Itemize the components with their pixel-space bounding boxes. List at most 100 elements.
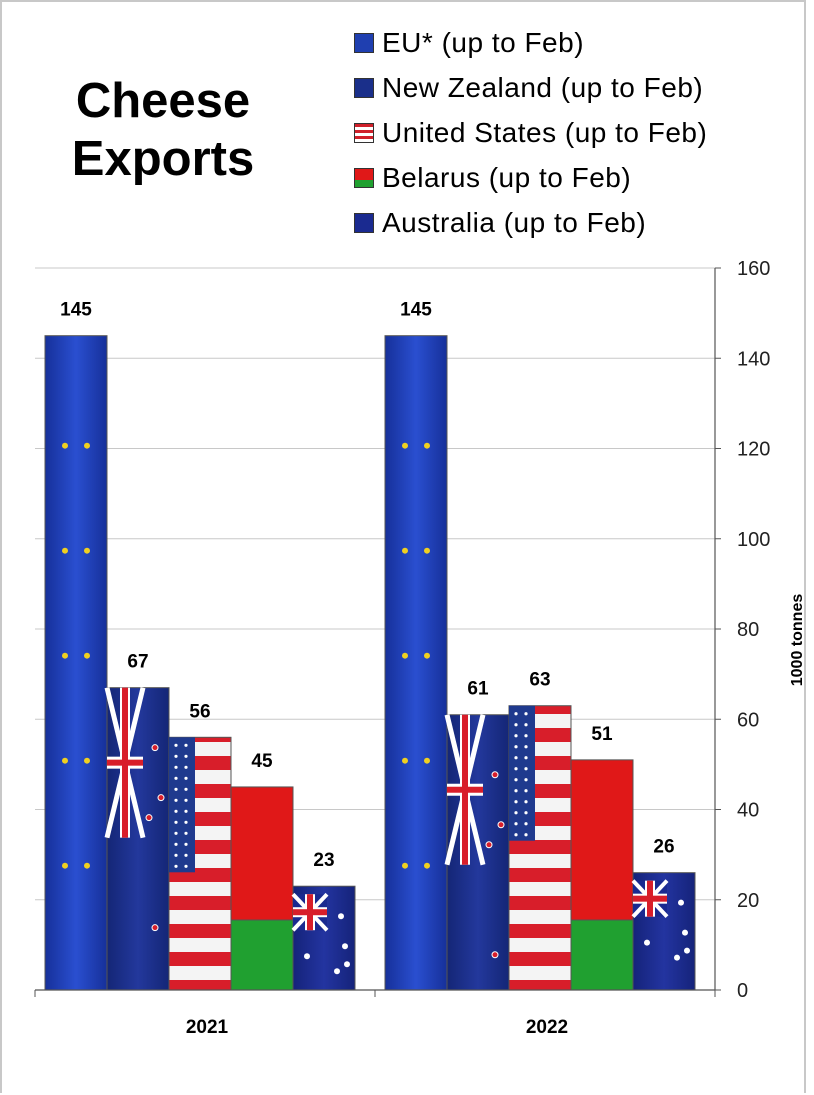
chart-title: Cheese Exports	[58, 72, 268, 188]
data-label: 61	[467, 679, 489, 700]
us-star	[174, 765, 178, 769]
legend-label-belarus: Belarus (up to Feb)	[382, 161, 632, 193]
nz-star	[151, 924, 159, 932]
us-star	[174, 853, 178, 857]
us-star	[524, 778, 528, 782]
eu-star	[62, 862, 68, 869]
au-star	[304, 953, 310, 960]
us-star	[174, 820, 178, 824]
data-label: 56	[189, 701, 210, 722]
belarus-bar	[570, 759, 634, 991]
data-label: 51	[591, 724, 613, 745]
eu-star	[84, 547, 90, 554]
us-star	[184, 853, 188, 857]
us-star	[524, 767, 528, 771]
nz-star	[497, 821, 505, 829]
us-star	[514, 712, 518, 716]
nz-star	[491, 951, 499, 959]
us-star	[174, 831, 178, 835]
us-star	[184, 842, 188, 846]
belarus-green-band	[570, 919, 634, 991]
eu-star	[62, 547, 68, 554]
us-star	[524, 745, 528, 749]
us-star	[184, 754, 188, 758]
us-canton	[509, 705, 535, 841]
y-tick-label: 120	[737, 439, 770, 461]
union-jack-cross-red	[107, 759, 143, 766]
y-tick-label: 80	[737, 619, 759, 641]
au-star	[682, 929, 688, 936]
nz-star	[151, 744, 159, 752]
eu-star	[62, 652, 68, 659]
au-star	[644, 939, 650, 946]
australia-bar	[631, 872, 696, 991]
union-jack-cross-red	[293, 909, 327, 916]
eu-bar-body	[44, 335, 108, 991]
us-star	[514, 745, 518, 749]
eu-star	[62, 442, 68, 449]
y-tick-label: 40	[737, 800, 759, 822]
legend-label-eu: EU* (up to Feb)	[382, 26, 585, 58]
australia-bar	[291, 885, 356, 991]
eu-star	[402, 547, 408, 554]
x-tick-label: 2022	[526, 1017, 568, 1038]
new-zealand-bar	[104, 687, 170, 991]
au-star	[674, 954, 680, 961]
us-star	[524, 800, 528, 804]
bars	[44, 335, 696, 991]
us-star	[514, 833, 518, 837]
us-star	[184, 831, 188, 835]
y-tick-label: 100	[737, 529, 770, 551]
legend-item-belarus: Belarus (up to Feb)	[354, 155, 707, 200]
legend-label-new-zealand: New Zealand (up to Feb)	[382, 71, 704, 103]
us-star	[524, 811, 528, 815]
eu-bar-body	[384, 335, 448, 991]
nz-star	[157, 794, 165, 802]
us-star	[514, 800, 518, 804]
us-star	[174, 842, 178, 846]
eu-star	[84, 442, 90, 449]
eu-star	[424, 652, 430, 659]
us-canton	[169, 737, 195, 873]
eu-bar	[384, 335, 448, 991]
eu-flag-icon	[354, 32, 374, 53]
nz-star	[485, 841, 493, 849]
labels: 0 20 40 60 80 100 120 140 160 1000 tonnes 145 67 56 4…	[60, 258, 806, 1038]
us-star	[184, 798, 188, 802]
au-star	[344, 961, 350, 968]
us-star	[514, 756, 518, 760]
data-label: 145	[400, 300, 432, 321]
us-star	[184, 776, 188, 780]
eu-star	[424, 757, 430, 764]
us-star	[184, 743, 188, 747]
y-axis-label: 1000 tonnes	[789, 594, 806, 687]
y-tick-label: 60	[737, 709, 759, 731]
au-star	[342, 943, 348, 950]
us-star	[174, 809, 178, 813]
us-star	[524, 822, 528, 826]
eu-star	[402, 862, 408, 869]
chart-title-line-2: Exports	[71, 132, 255, 186]
legend: EU* (up to Feb) New Zealand (up to Feb) …	[354, 20, 707, 245]
y-tick-label: 0	[737, 980, 748, 1002]
data-label: 45	[251, 751, 273, 772]
union-jack-cross-red	[447, 786, 483, 793]
us-star	[174, 787, 178, 791]
data-label: 23	[313, 850, 334, 871]
data-label: 67	[127, 652, 148, 673]
eu-star	[84, 862, 90, 869]
belarus-green-band	[230, 919, 294, 991]
chart-title-line-1: Cheese	[75, 74, 251, 128]
eu-bar	[44, 335, 108, 991]
eu-star	[84, 757, 90, 764]
au-star	[334, 968, 340, 975]
eu-star	[402, 652, 408, 659]
eu-star	[402, 442, 408, 449]
us-star	[524, 756, 528, 760]
us-star	[514, 778, 518, 782]
us-star	[514, 767, 518, 771]
data-label: 63	[529, 670, 550, 691]
au-star	[338, 913, 344, 920]
legend-item-australia: Australia (up to Feb)	[354, 200, 707, 245]
